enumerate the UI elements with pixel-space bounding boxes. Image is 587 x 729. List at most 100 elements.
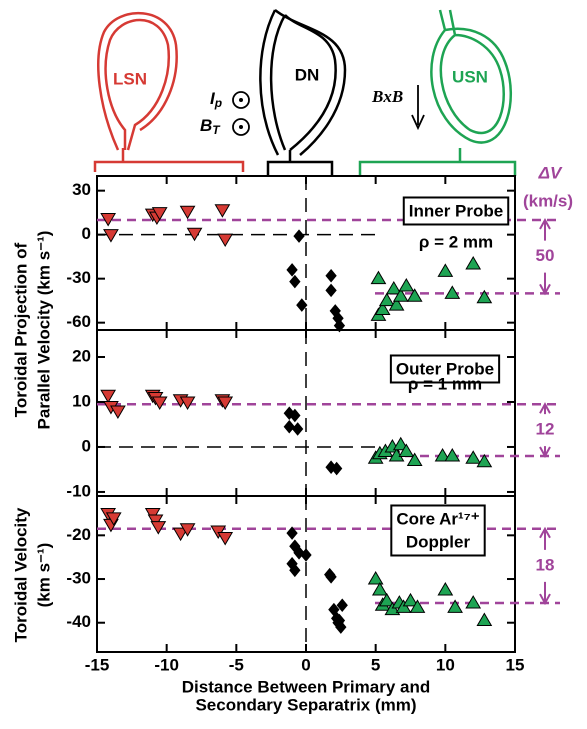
data-point [392, 436, 409, 451]
dv-units: (km/s) [523, 191, 573, 210]
usn-bracket [358, 148, 517, 176]
data-point [476, 289, 493, 304]
data-point [144, 507, 161, 522]
data-point [179, 396, 196, 410]
data-point [333, 613, 346, 628]
data-point [151, 207, 168, 221]
dn-bracket [266, 150, 334, 176]
data-point [103, 229, 119, 243]
annotation-box [390, 504, 486, 557]
x-tick-label: 0 [301, 655, 310, 674]
data-point [398, 443, 415, 457]
annotation: Inner Probe [409, 201, 503, 220]
y-tick-label: -30 [66, 268, 91, 287]
data-point [151, 396, 168, 410]
x-tick-label: 5 [371, 655, 380, 674]
data-point [388, 297, 405, 311]
delta-label: 12 [536, 420, 555, 439]
y-tick-label: -10 [66, 481, 91, 500]
y-tick-label: 20 [72, 346, 91, 365]
bt-symbol [232, 118, 250, 136]
dv-title: ΔV [538, 163, 563, 182]
annotation: Doppler [406, 532, 471, 551]
ip-sub: p [214, 96, 222, 110]
x-tick-label: -10 [154, 655, 179, 674]
data-point [296, 298, 308, 312]
data-point [286, 263, 298, 277]
data-point [437, 581, 454, 596]
data-point [286, 526, 298, 540]
annotation-box [402, 196, 510, 226]
data-point [406, 288, 423, 302]
data-point [289, 563, 301, 578]
data-point [385, 280, 402, 295]
data-point [179, 205, 196, 220]
data-point [378, 592, 395, 607]
data-point [300, 548, 312, 562]
lsn-bracket [93, 148, 245, 172]
data-point [370, 270, 387, 285]
data-point [398, 278, 415, 292]
data-point [147, 514, 164, 529]
delta-arrow [539, 217, 551, 296]
data-point [476, 612, 493, 627]
data-point [325, 570, 337, 584]
x-tick-label: -5 [229, 655, 244, 674]
x-axis-label: Distance Between Primary and [182, 677, 430, 696]
data-point [217, 396, 234, 410]
x-tick-label: -15 [85, 655, 110, 674]
config-label: USN [452, 67, 488, 86]
ip-text: I [210, 89, 216, 108]
data-point [437, 263, 454, 277]
data-point [402, 592, 419, 607]
bt-text: B [200, 116, 212, 135]
y-axis-label: Parallel Velocity (km s⁻¹) [34, 231, 53, 430]
data-point [210, 525, 227, 539]
data-point [214, 204, 231, 218]
data-point [378, 292, 395, 307]
annotation-box [389, 354, 501, 384]
annotation: ρ = 2 mm [419, 232, 493, 251]
data-point [406, 452, 423, 466]
delta-arrow [539, 402, 551, 459]
ip-dot [239, 98, 243, 102]
y-axis-label: Toroidal Velocity [11, 507, 30, 642]
delta-label: 18 [536, 555, 555, 574]
delta-arrow [539, 526, 551, 606]
annotation: ρ = 1 mm [408, 374, 482, 393]
delta-label: 50 [536, 246, 555, 265]
data-point [325, 268, 337, 283]
y-tick-label: -60 [66, 312, 91, 331]
data-point [291, 422, 304, 436]
data-point [395, 599, 412, 613]
data-point [444, 285, 461, 299]
usn-shape [439, 9, 505, 134]
y-tick-label: 0 [82, 436, 91, 455]
ip-symbol [232, 91, 250, 109]
config-label: LSN [113, 69, 147, 88]
data-point [465, 450, 482, 464]
y-tick-label: 10 [72, 391, 91, 410]
ip-label: Ip [210, 89, 222, 110]
data-point [172, 527, 189, 542]
data-point [217, 532, 234, 546]
data-point [392, 288, 409, 302]
annotation: Outer Probe [396, 359, 494, 378]
data-point [325, 283, 337, 298]
data-point [100, 213, 117, 227]
y-tick-label: 30 [72, 180, 91, 199]
x-tick-label: 10 [436, 655, 455, 674]
data-point [465, 595, 482, 609]
annotation: Core Ar¹⁷⁺ [396, 509, 479, 528]
y-axis-label: (km s⁻¹) [34, 543, 53, 608]
data-point [289, 274, 301, 289]
data-point [476, 453, 493, 468]
data-point [371, 581, 388, 596]
x-tick-label: 15 [506, 655, 525, 674]
usn-shape-outer [430, 9, 513, 144]
data-point [367, 571, 384, 585]
drift-label: BxB [371, 87, 403, 106]
lsn-shape-outer [97, 12, 178, 151]
data-point [336, 598, 348, 613]
drift-arrow [411, 85, 425, 131]
